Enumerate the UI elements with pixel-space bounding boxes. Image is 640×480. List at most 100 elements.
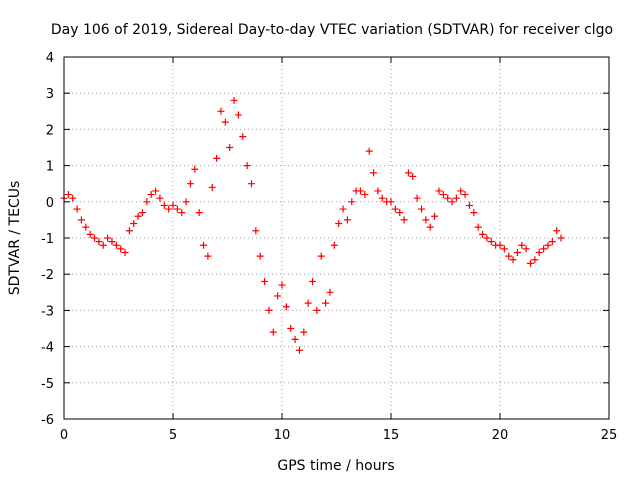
data-point: [169, 201, 177, 209]
data-point: [339, 205, 347, 213]
y-tick-label: -4: [41, 341, 54, 356]
data-point: [518, 241, 526, 249]
data-point: [361, 191, 369, 199]
data-point: [191, 165, 199, 173]
data-point: [117, 245, 125, 253]
data-point: [217, 107, 225, 115]
data-point: [82, 223, 90, 231]
data-point: [73, 205, 81, 213]
y-tick-label: 4: [46, 51, 54, 66]
data-point: [239, 133, 247, 141]
data-point: [112, 241, 120, 249]
data-point: [343, 216, 351, 224]
data-point: [234, 111, 242, 119]
x-tick-label: 0: [60, 428, 68, 443]
data-point: [143, 198, 151, 206]
data-point: [230, 96, 238, 104]
grid: [64, 57, 609, 419]
data-point: [322, 299, 330, 307]
data-point: [435, 187, 443, 195]
x-tick-label: 25: [601, 428, 618, 443]
data-point: [104, 234, 112, 242]
y-tick-label: 1: [46, 160, 54, 175]
data-point: [156, 194, 164, 202]
data-point: [125, 227, 133, 235]
data-point: [330, 241, 338, 249]
data-point: [479, 230, 487, 238]
data-point: [470, 209, 478, 217]
data-point: [274, 292, 282, 300]
data-point: [378, 194, 386, 202]
y-tick-label: -1: [41, 232, 54, 247]
data-point: [509, 256, 517, 264]
y-tick-label: 2: [46, 123, 54, 138]
data-point: [64, 191, 72, 199]
y-tick-label: -3: [41, 304, 54, 319]
y-axis-label: SDTVAR / TECUs: [7, 181, 23, 296]
data-point: [278, 281, 286, 289]
data-point: [243, 162, 251, 170]
data-point: [404, 169, 412, 177]
data-point: [226, 144, 234, 151]
data-point: [487, 238, 495, 246]
x-tick-label: 15: [383, 428, 400, 443]
data-point: [69, 194, 77, 202]
data-point: [335, 220, 343, 228]
data-point: [426, 223, 434, 231]
y-tick-label: -5: [41, 377, 54, 392]
data-point: [535, 248, 543, 256]
data-point: [461, 191, 469, 199]
data-point: [387, 198, 395, 206]
y-tick-label: 0: [46, 196, 54, 211]
data-point: [527, 259, 535, 267]
y-axis-ticks: -6 -5 -4 -3 -2 -1 0 1 2 3 4: [41, 51, 609, 428]
data-point: [77, 216, 85, 224]
data-point: [108, 238, 116, 246]
data-point: [182, 198, 190, 206]
data-point: [317, 252, 325, 260]
data-point: [439, 191, 447, 199]
data-point: [513, 248, 521, 256]
y-tick-label: 3: [46, 87, 54, 102]
data-point: [134, 212, 142, 220]
data-point: [178, 209, 186, 217]
data-point: [200, 241, 208, 249]
data-point: [391, 205, 399, 213]
data-point: [186, 180, 194, 188]
data-point: [121, 248, 129, 256]
data-point: [173, 205, 181, 213]
data-point: [147, 191, 155, 199]
data-point: [269, 328, 277, 336]
data-point: [531, 256, 539, 264]
data-point: [152, 187, 160, 195]
data-point: [544, 241, 552, 249]
data-point: [160, 201, 168, 209]
data-point: [483, 234, 491, 242]
data-point: [304, 299, 312, 307]
data-point: [221, 118, 229, 126]
data-point: [95, 238, 103, 246]
data-point: [500, 245, 508, 253]
chart-title: Day 106 of 2019, Sidereal Day-to-day VTE…: [51, 22, 613, 38]
data-point: [374, 187, 382, 195]
data-point: [195, 209, 203, 217]
data-point: [409, 172, 417, 180]
data-point: [265, 306, 273, 314]
x-axis-ticks: 0 5 10 15 20 25: [60, 57, 617, 443]
data-point: [365, 147, 373, 155]
data-point: [465, 201, 473, 209]
data-point: [448, 198, 456, 206]
data-point: [313, 306, 321, 314]
data-point: [291, 335, 299, 343]
data-point: [431, 212, 439, 220]
data-point: [422, 216, 430, 224]
x-tick-label: 10: [274, 428, 291, 443]
data-point: [540, 245, 548, 253]
data-point: [256, 252, 264, 260]
data-point: [204, 252, 212, 260]
y-tick-label: -2: [41, 268, 54, 283]
x-tick-label: 5: [169, 428, 177, 443]
data-point: [356, 187, 364, 195]
y-tick-label: -6: [41, 413, 54, 428]
